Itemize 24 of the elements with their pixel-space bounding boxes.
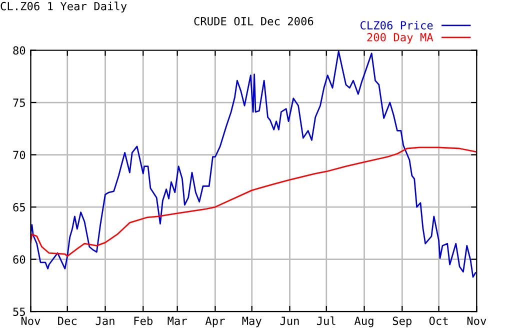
line-series <box>30 146 476 257</box>
x-tick-label: Nov <box>21 316 40 326</box>
x-tick-label: Nov <box>467 316 486 326</box>
x-tick-label: Jan <box>96 316 114 326</box>
x-tick-label: Mar <box>168 316 187 326</box>
x-tick-label: Jun <box>280 316 299 326</box>
x-tick-label: May <box>242 316 262 328</box>
x-tick-label: Dec <box>58 316 76 326</box>
legend-label: 200 Day MA <box>367 33 434 44</box>
text: CL.Z06 1 Year Daily <box>0 2 127 12</box>
y-tick-label: 55 <box>13 308 25 316</box>
y-tick-label: 70 <box>13 150 26 160</box>
y-tick-label: 80 <box>13 46 26 55</box>
x-tick-label: Sep <box>392 316 412 328</box>
x-tick-label: Jul <box>316 316 336 326</box>
chart-title: CRUDE OIL Dec 2006 <box>194 17 314 26</box>
legend-label: CLZ06 Price <box>360 20 433 30</box>
y-tick-label: 60 <box>13 255 26 264</box>
x-tick-label: Feb <box>134 316 152 326</box>
x-tick-label: Aug <box>354 316 374 328</box>
x-tick-label: Apr <box>205 316 225 328</box>
y-tick-label: 75 <box>13 98 25 107</box>
x-tick-label: Oct <box>429 316 448 326</box>
y-tick-label: 65 <box>13 203 25 212</box>
